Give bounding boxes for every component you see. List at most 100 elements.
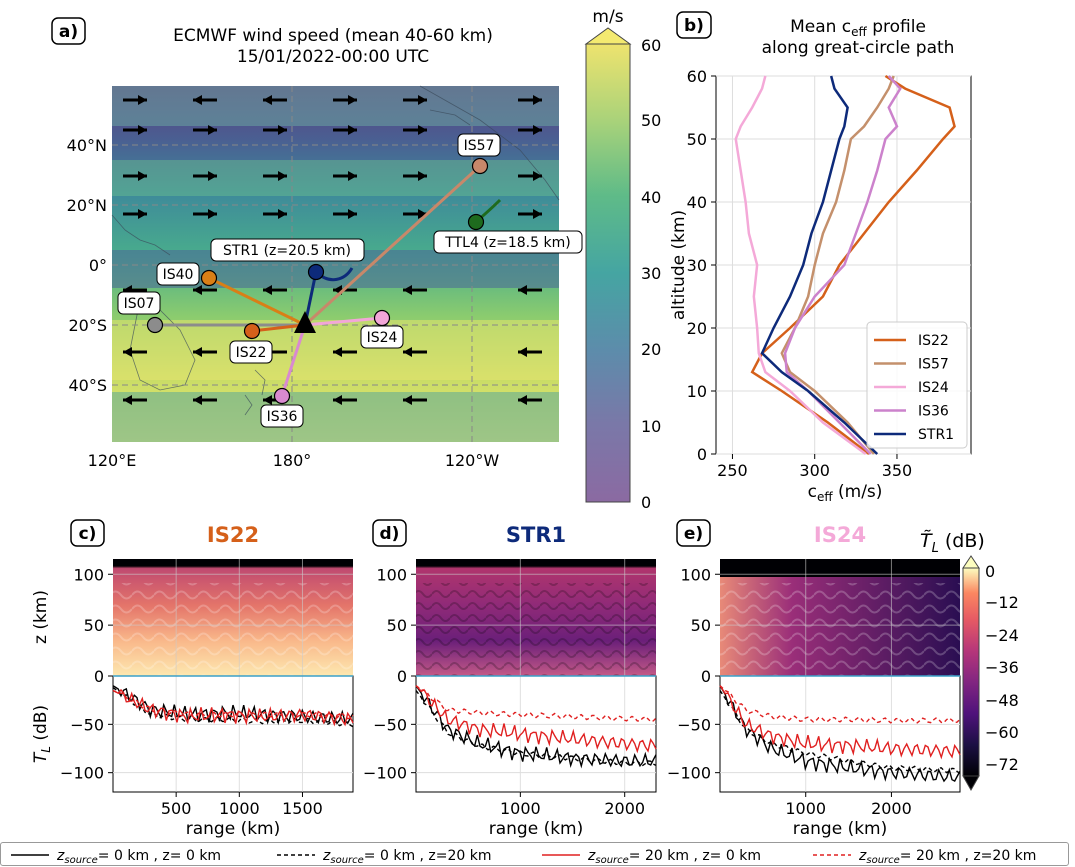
panel-c-tltick-label-1: −100 bbox=[60, 764, 104, 783]
panel-e-xtick-label-0: 1000 bbox=[785, 799, 826, 818]
panel-e-tl-line-0 bbox=[719, 685, 961, 783]
wind-arrow-head-28 bbox=[403, 285, 412, 295]
station-label-box-is36 bbox=[260, 404, 304, 428]
profile-line-is57 bbox=[780, 75, 895, 455]
z-axis-label: z (km) bbox=[31, 590, 51, 644]
panel-e-title: IS24 bbox=[814, 523, 866, 547]
panel-b-tag: b) bbox=[684, 16, 704, 36]
panel-d-xtick-label-0: 1000 bbox=[500, 799, 541, 818]
panel-e-xtick-label-1: 2000 bbox=[871, 799, 912, 818]
panel-c-xtick-label-0: 500 bbox=[161, 799, 192, 818]
panel-b-ytick-label-3: 30 bbox=[687, 256, 707, 275]
wind-arrow-head-33 bbox=[333, 347, 342, 357]
station-marker-is36 bbox=[273, 387, 291, 405]
panel-c-ztick-label-1: 50 bbox=[84, 616, 104, 635]
coast-nz-north bbox=[254, 369, 266, 396]
panel-d-tltick-label-1: −100 bbox=[363, 764, 407, 783]
legend-item-0: zsource= 0 km , z= 0 km bbox=[11, 848, 221, 865]
wind-arrow-head-36 bbox=[123, 395, 132, 405]
legend-label-0: zsource= 0 km , z= 0 km bbox=[56, 848, 221, 865]
panel-b-title-line2: along great-circle path bbox=[762, 38, 955, 58]
path-is36 bbox=[280, 324, 307, 397]
station-label-box-ttl4 bbox=[433, 230, 583, 254]
bottom-legend: zsource= 0 km , z= 0 km zsource= 0 km , … bbox=[0, 842, 1069, 866]
wind-arrow-head-6 bbox=[138, 125, 147, 135]
panel-b-ytick-label-6: 60 bbox=[687, 67, 707, 86]
wind-arrow-head-21 bbox=[348, 209, 357, 219]
panel-a-title-line2: 15/01/2022-00:00 UTC bbox=[237, 47, 429, 67]
bottom-legend-svg: zsource= 0 km , z= 0 km zsource= 0 km , … bbox=[11, 848, 1036, 865]
wind-cbar-tick-60: 60 bbox=[641, 36, 661, 55]
panel-e-tltick-label-1: −100 bbox=[667, 764, 711, 783]
panel-d-tl-line-3 bbox=[415, 685, 657, 723]
station-markers bbox=[146, 157, 489, 405]
panel-e-tl-line-2 bbox=[719, 685, 961, 760]
panel-c-ztick-label-0: 100 bbox=[73, 565, 104, 584]
panel-d-tag: d) bbox=[380, 524, 400, 544]
tl-colorbar-top-arrow bbox=[962, 555, 980, 569]
panel-b-lines bbox=[734, 74, 956, 456]
station-label-ttl4: TTL4 (z=18.5 km) bbox=[444, 235, 570, 251]
panel-c-xlabel: range (km) bbox=[186, 819, 281, 839]
legend-label-3: zsource= 20 km , z=20 km bbox=[858, 848, 1036, 865]
station-label-box-str1 bbox=[210, 238, 365, 262]
tl-cbar-tick-0: 0 bbox=[985, 562, 995, 581]
wind-arrow-head-23 bbox=[533, 209, 542, 219]
wind-arrow-head-8 bbox=[278, 125, 287, 135]
path-is57 bbox=[303, 164, 482, 327]
wind-arrow-head-26 bbox=[263, 285, 272, 295]
wind-arrow-head-22 bbox=[418, 209, 427, 219]
panel-a: a) ECMWF wind speed (mean 40-60 km) 15/0… bbox=[51, 7, 661, 512]
wind-arrows bbox=[123, 95, 542, 405]
wind-band-jet-north bbox=[112, 160, 559, 196]
panel-b-xtick-label-0: 250 bbox=[717, 461, 748, 480]
panel-c-xtick-label-1: 1000 bbox=[219, 799, 260, 818]
wind-cbar-tick-30: 30 bbox=[641, 264, 661, 283]
tl-cbar-tick-48: −48 bbox=[985, 691, 1019, 710]
profile-line-is36 bbox=[783, 75, 902, 455]
wind-band-north bbox=[112, 86, 559, 126]
panel-e-tag: e) bbox=[684, 524, 703, 544]
tl-colorbar-bottom-arrow bbox=[962, 775, 980, 792]
panel-d-field-texture bbox=[416, 583, 656, 676]
wind-arrow-head-9 bbox=[348, 125, 357, 135]
wind-arrow-head-31 bbox=[193, 347, 202, 357]
station-marker-is57 bbox=[471, 157, 489, 175]
panel-c-xtick-label-2: 1500 bbox=[282, 799, 323, 818]
panel-d-tl-line-0 bbox=[415, 685, 657, 769]
station-marker-str1 bbox=[307, 263, 325, 281]
wind-cbar-tick-40: 40 bbox=[641, 188, 661, 207]
panel-e: e) IS24 bbox=[676, 519, 961, 793]
panel-d-xtick-label-1: 2000 bbox=[604, 799, 645, 818]
wind-arrow-head-29 bbox=[518, 285, 527, 295]
wind-cbar-tick-0: 0 bbox=[641, 493, 651, 512]
lat-axis-labels: 40°N 20°N 0° 20°S 40°S bbox=[67, 136, 107, 395]
lon-axis-labels: 120°E 180° 120°W bbox=[88, 451, 500, 470]
panel-b-xtick-label-2: 350 bbox=[882, 461, 913, 480]
panel-d-tag-box bbox=[372, 519, 407, 547]
tl-colorbar-ticks: 0 −12 −24 −36 −48 −60 −72 bbox=[985, 562, 1019, 774]
wind-arrow-head-0 bbox=[138, 95, 147, 105]
wind-arrow-head-35 bbox=[518, 347, 527, 357]
panel-e-field-top bbox=[720, 559, 960, 577]
panel-a-tag-box bbox=[51, 17, 86, 45]
wind-cbar-tick-20: 20 bbox=[641, 340, 661, 359]
station-label-box-is22 bbox=[229, 340, 273, 364]
panel-b-legend-label-is22: IS22 bbox=[918, 333, 949, 349]
panel-e-ztick-label-2: 0 bbox=[701, 667, 711, 686]
panel-c-title: IS22 bbox=[207, 523, 259, 547]
tl-colorbar-group: T̃L (dB) 0 −12 −24 −36 −48 −60 −72 bbox=[920, 530, 1019, 792]
coastlines bbox=[111, 85, 560, 416]
panel-b-legend-items: IS22 IS57 IS24 IS36 STR1 bbox=[874, 333, 954, 443]
panel-b-ytick-label-4: 40 bbox=[687, 193, 707, 212]
station-label-is36: IS36 bbox=[267, 409, 298, 425]
lat-label-20s: 20°S bbox=[68, 316, 107, 335]
station-label-is07: IS07 bbox=[124, 296, 155, 312]
wind-arrow-head-14 bbox=[278, 171, 287, 181]
station-label-is22: IS22 bbox=[236, 345, 267, 361]
panel-b-ylabel: altitude (km) bbox=[669, 210, 689, 320]
panel-d-ztick-label-1: 50 bbox=[387, 616, 407, 635]
panel-b-legend-label-is36: IS36 bbox=[918, 404, 949, 420]
wind-cbar-tick-10: 10 bbox=[641, 417, 661, 436]
